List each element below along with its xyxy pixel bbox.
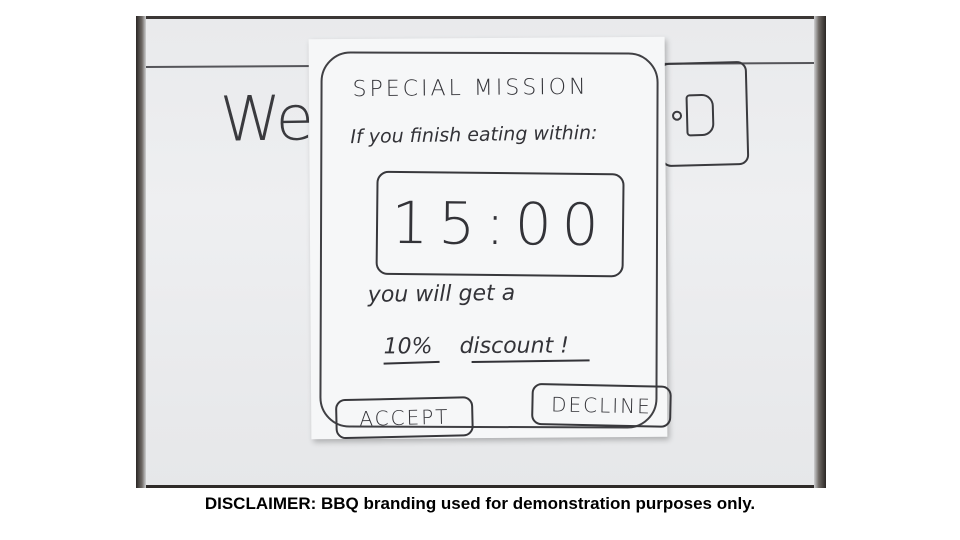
reward-text: you will get a — [367, 280, 516, 308]
discount-amount-underline — [383, 360, 440, 365]
photo-edge-right — [814, 16, 826, 488]
prototype-photo: We SPECIAL MISSION If you finish eating … — [136, 16, 826, 488]
background-sketch-box — [658, 60, 750, 168]
timer-value: 15:00 — [391, 188, 609, 260]
countdown-timer: 15:00 — [375, 170, 625, 278]
background-welcome-text: We — [219, 81, 313, 156]
photo-edge-top — [136, 16, 826, 19]
discount-label: discount ! — [459, 333, 570, 360]
accept-button[interactable]: ACCEPT — [334, 396, 474, 440]
dialog-title: SPECIAL MISSION — [352, 74, 589, 103]
discount-underline — [471, 359, 590, 363]
background-glyph — [671, 110, 683, 121]
paper-prototype: SPECIAL MISSION If you finish eating wit… — [308, 36, 672, 440]
discount-amount: 10% — [383, 334, 433, 360]
photo-edge-bottom — [136, 485, 826, 488]
disclaimer-text: DISCLAIMER: BBQ branding used for demons… — [204, 494, 756, 513]
special-mission-dialog: SPECIAL MISSION If you finish eating wit… — [319, 51, 672, 440]
dialog-condition-text: If you finish eating within: — [350, 121, 598, 149]
background-glyph — [685, 93, 715, 137]
reward-discount-line: 10% discount ! — [384, 333, 569, 359]
photo-edge-left — [136, 16, 146, 488]
decline-button[interactable]: DECLINE — [531, 382, 672, 428]
